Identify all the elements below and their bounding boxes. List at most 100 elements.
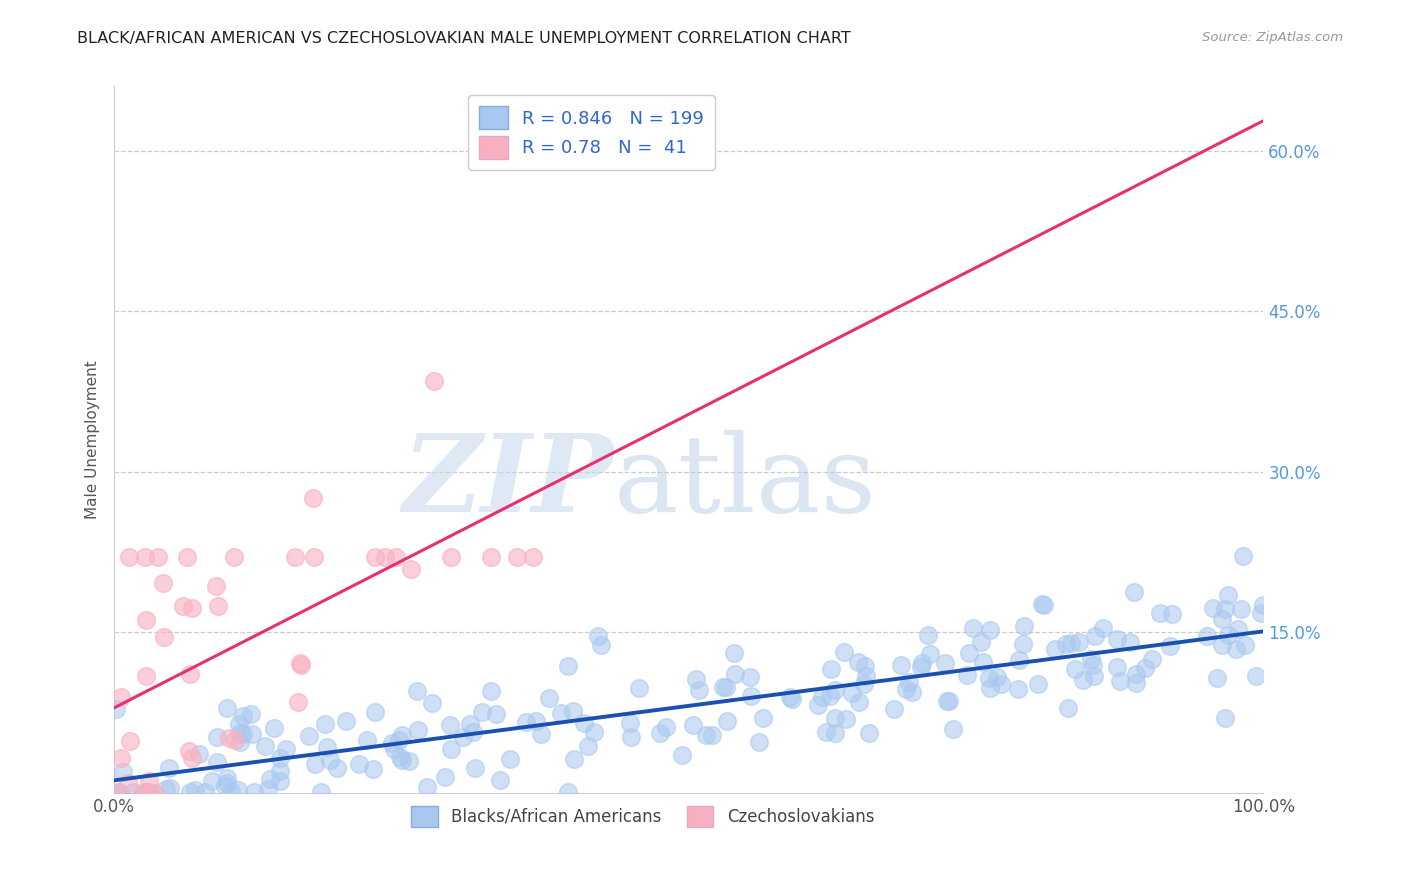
- Point: [314, 717, 336, 731]
- Point: [979, 672, 1001, 686]
- Point: [990, 677, 1012, 691]
- Point: [1080, 651, 1102, 665]
- Point: [335, 714, 357, 728]
- Point: [1213, 602, 1236, 616]
- Point: [650, 726, 672, 740]
- Point: [815, 725, 838, 739]
- Point: [228, 717, 250, 731]
- Point: [298, 729, 321, 743]
- Point: [1123, 585, 1146, 599]
- Point: [118, 550, 141, 565]
- Point: [319, 753, 342, 767]
- Point: [148, 550, 170, 565]
- Point: [740, 689, 762, 703]
- Point: [485, 706, 508, 721]
- Point: [138, 773, 160, 788]
- Point: [240, 727, 263, 741]
- Point: [586, 629, 609, 643]
- Point: [1031, 597, 1053, 611]
- Point: [522, 550, 544, 565]
- Point: [942, 722, 965, 736]
- Point: [671, 748, 693, 763]
- Point: [117, 776, 139, 790]
- Point: [110, 750, 132, 764]
- Point: [1215, 711, 1237, 725]
- Point: [724, 667, 747, 681]
- Point: [205, 755, 228, 769]
- Point: [723, 647, 745, 661]
- Point: [184, 782, 207, 797]
- Point: [440, 550, 463, 565]
- Point: [714, 680, 737, 694]
- Point: [1227, 622, 1250, 636]
- Point: [582, 725, 605, 739]
- Point: [858, 726, 880, 740]
- Point: [1118, 635, 1140, 649]
- Point: [269, 774, 291, 789]
- Point: [515, 714, 537, 729]
- Point: [855, 668, 877, 682]
- Point: [181, 751, 204, 765]
- Point: [215, 771, 238, 785]
- Point: [172, 599, 194, 613]
- Point: [131, 786, 153, 800]
- Point: [112, 764, 135, 779]
- Point: [934, 657, 956, 671]
- Point: [911, 656, 934, 670]
- Point: [153, 630, 176, 644]
- Point: [824, 683, 846, 698]
- Point: [900, 685, 922, 699]
- Point: [389, 750, 412, 764]
- Point: [139, 786, 162, 800]
- Point: [107, 784, 129, 798]
- Point: [347, 757, 370, 772]
- Point: [274, 742, 297, 756]
- Point: [936, 694, 959, 708]
- Point: [1064, 662, 1087, 676]
- Point: [506, 550, 529, 565]
- Point: [135, 613, 157, 627]
- Point: [464, 761, 486, 775]
- Point: [179, 744, 201, 758]
- Point: [157, 761, 180, 775]
- Point: [824, 711, 846, 725]
- Point: [1105, 632, 1128, 646]
- Point: [780, 692, 803, 706]
- Point: [970, 635, 993, 649]
- Point: [688, 682, 710, 697]
- Point: [779, 690, 801, 704]
- Point: [290, 657, 312, 671]
- Point: [627, 681, 650, 695]
- Text: Source: ZipAtlas.com: Source: ZipAtlas.com: [1202, 31, 1343, 45]
- Point: [384, 550, 406, 565]
- Point: [479, 550, 502, 565]
- Point: [550, 706, 572, 721]
- Point: [228, 726, 250, 740]
- Point: [451, 731, 474, 745]
- Point: [1201, 601, 1223, 615]
- Point: [957, 646, 980, 660]
- Point: [1244, 669, 1267, 683]
- Point: [214, 779, 236, 793]
- Point: [361, 762, 384, 776]
- Point: [219, 783, 242, 797]
- Point: [530, 727, 553, 741]
- Legend: Blacks/African Americans, Czechoslovakians: Blacks/African Americans, Czechoslovakia…: [405, 799, 882, 834]
- Point: [818, 689, 841, 703]
- Point: [104, 786, 127, 800]
- Point: [326, 761, 349, 775]
- Point: [304, 756, 326, 771]
- Point: [391, 753, 413, 767]
- Point: [415, 780, 437, 794]
- Point: [883, 701, 905, 715]
- Point: [224, 732, 246, 747]
- Point: [1229, 601, 1251, 615]
- Point: [557, 784, 579, 798]
- Y-axis label: Male Unemployment: Male Unemployment: [86, 360, 100, 519]
- Point: [242, 784, 264, 798]
- Point: [1071, 673, 1094, 687]
- Point: [1233, 638, 1256, 652]
- Point: [290, 657, 312, 672]
- Point: [1159, 639, 1181, 653]
- Point: [232, 727, 254, 741]
